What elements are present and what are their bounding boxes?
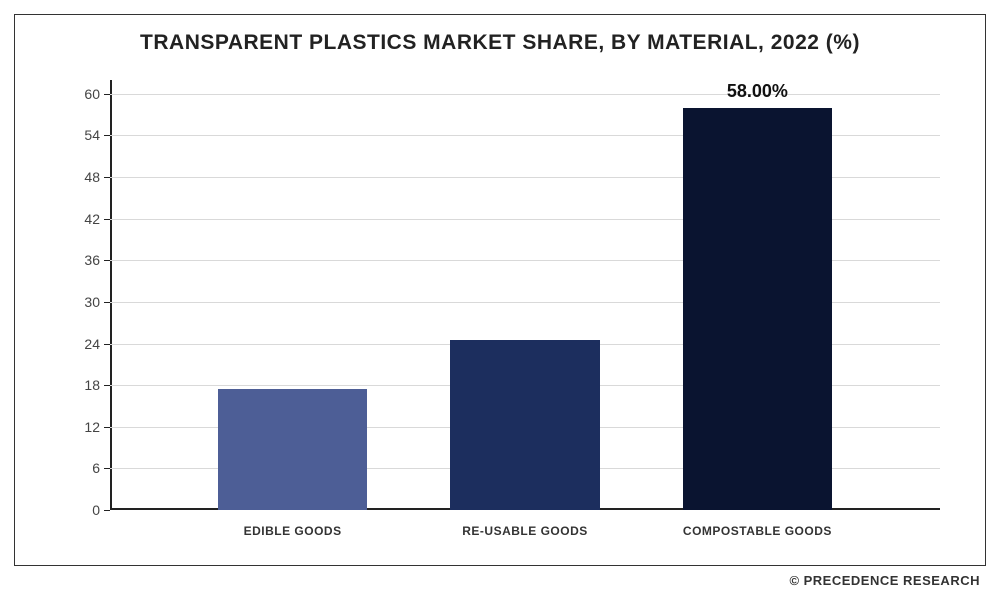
y-tick-label: 24	[84, 336, 100, 352]
copyright-footer: © PRECEDENCE RESEARCH	[789, 573, 980, 588]
y-tick-mark	[104, 385, 110, 386]
y-tick-mark	[104, 94, 110, 95]
y-tick-label: 12	[84, 419, 100, 435]
y-tick-mark	[104, 344, 110, 345]
y-axis	[110, 80, 112, 510]
grid-line	[110, 94, 940, 95]
plot-area: 06121824303642485460EDIBLE GOODSRE-USABL…	[110, 80, 940, 510]
bar-value-label: 58.00%	[727, 81, 788, 102]
y-tick-label: 48	[84, 169, 100, 185]
y-tick-mark	[104, 260, 110, 261]
y-tick-label: 18	[84, 377, 100, 393]
y-tick-mark	[104, 177, 110, 178]
y-tick-mark	[104, 219, 110, 220]
y-tick-label: 60	[84, 86, 100, 102]
y-tick-label: 6	[92, 460, 100, 476]
x-category-label: RE-USABLE GOODS	[462, 524, 588, 538]
y-tick-mark	[104, 302, 110, 303]
chart-title: TRANSPARENT PLASTICS MARKET SHARE, BY MA…	[15, 15, 985, 55]
y-tick-label: 0	[92, 502, 100, 518]
y-tick-label: 36	[84, 252, 100, 268]
y-tick-mark	[104, 427, 110, 428]
x-category-label: COMPOSTABLE GOODS	[683, 524, 832, 538]
y-tick-mark	[104, 510, 110, 511]
bar	[218, 389, 367, 510]
y-tick-label: 54	[84, 127, 100, 143]
x-category-label: EDIBLE GOODS	[244, 524, 342, 538]
y-tick-label: 30	[84, 294, 100, 310]
bar	[450, 340, 599, 510]
y-tick-mark	[104, 135, 110, 136]
chart-frame: TRANSPARENT PLASTICS MARKET SHARE, BY MA…	[14, 14, 986, 566]
y-tick-label: 42	[84, 211, 100, 227]
bar: 58.00%	[683, 108, 832, 510]
y-tick-mark	[104, 468, 110, 469]
